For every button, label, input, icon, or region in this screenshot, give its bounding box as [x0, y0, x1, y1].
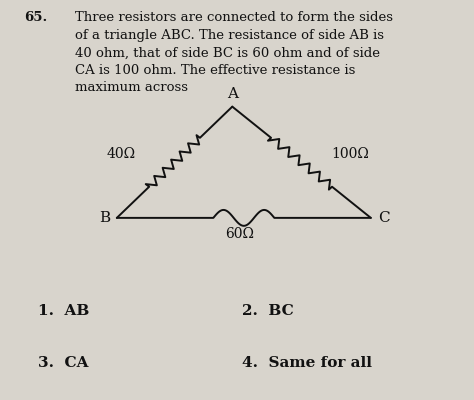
Text: 65.: 65. [25, 11, 48, 24]
Text: B: B [99, 211, 110, 225]
Text: 60Ω: 60Ω [225, 227, 254, 241]
Text: Three resistors are connected to form the sides
of a triangle ABC. The resistanc: Three resistors are connected to form th… [75, 11, 393, 94]
Text: A: A [227, 88, 238, 102]
Text: C: C [378, 211, 389, 225]
Text: 100Ω: 100Ω [332, 147, 369, 161]
Text: 3.  CA: 3. CA [38, 356, 89, 370]
Text: 1.  AB: 1. AB [38, 304, 90, 318]
Text: 40Ω: 40Ω [106, 147, 135, 161]
Text: 4.  Same for all: 4. Same for all [242, 356, 372, 370]
Text: 2.  BC: 2. BC [242, 304, 293, 318]
